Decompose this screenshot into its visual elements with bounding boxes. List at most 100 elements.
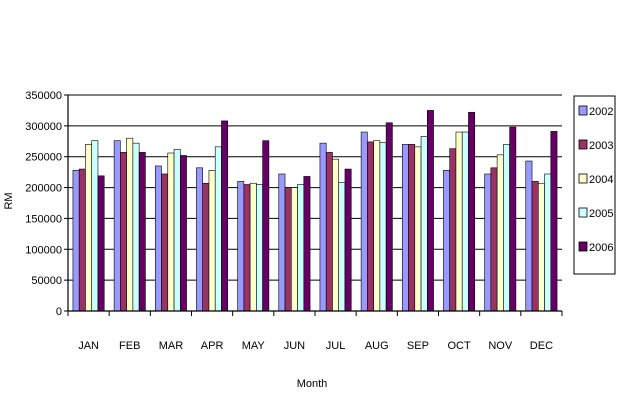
bar-2003-jul xyxy=(325,152,333,312)
bar-2003-nov xyxy=(490,167,498,312)
y-tick-labels: 0 50000 100000 150000 200000 250000 300000 3500… xyxy=(25,90,62,318)
bar-2006-sep xyxy=(426,110,434,312)
bar-2004-sep xyxy=(414,146,422,312)
bar-2004-jan xyxy=(85,144,93,312)
bar-2002-aug xyxy=(360,131,368,312)
x-tick-label: FEB xyxy=(119,340,140,352)
legend-swatch-2006 xyxy=(578,241,588,252)
bar-2004-feb xyxy=(126,137,134,312)
bar-2005-apr xyxy=(214,146,222,312)
bar-2002-dec xyxy=(525,160,533,312)
x-tick-label: SEP xyxy=(407,340,429,352)
bar-2005-feb xyxy=(132,142,140,312)
legend: 2002 2003 2004 2005 2006 xyxy=(573,95,616,275)
bar-2003-mar xyxy=(161,173,169,312)
bar-2003-feb xyxy=(120,152,127,312)
bar-2002-nov xyxy=(484,173,492,312)
legend-swatch-2005 xyxy=(578,207,588,218)
bar-2002-apr xyxy=(196,167,204,312)
legend-label-2003: 2003 xyxy=(589,140,613,152)
legend-label-2006: 2006 xyxy=(589,242,613,254)
bar-2006-aug xyxy=(385,122,393,312)
bar-2004-dec xyxy=(537,182,545,312)
axes xyxy=(64,94,563,316)
bar-2002-may xyxy=(237,181,245,312)
bar-2006-nov xyxy=(509,126,517,312)
y-tick-label: 300000 xyxy=(25,121,62,133)
bar-2005-may xyxy=(256,184,263,312)
y-tick-label: 350000 xyxy=(25,90,62,102)
bar-2006-jun xyxy=(303,176,311,312)
x-tick-label: OCT xyxy=(447,340,471,352)
y-tick-label: 100000 xyxy=(25,244,62,256)
bar-2005-oct xyxy=(461,131,469,312)
bar-2003-apr xyxy=(202,182,210,312)
bar-2003-oct xyxy=(449,148,457,312)
x-tick-labels: JAN FEB MAR APR MAY JUN JUL AUG SEP OCT NOV DEC xyxy=(78,340,553,352)
bar-2006-mar xyxy=(180,155,187,312)
bar-2005-jul xyxy=(338,182,346,312)
bar-2003-may xyxy=(243,184,251,312)
bar-2003-sep xyxy=(408,144,416,312)
bar-2005-jan xyxy=(91,140,99,312)
bars xyxy=(72,110,558,312)
bar-2005-mar xyxy=(173,149,181,312)
bar-2003-jun xyxy=(284,187,292,312)
gridlines xyxy=(68,94,562,281)
bar-2005-sep xyxy=(420,136,428,312)
legend-swatch-2002 xyxy=(578,105,588,116)
bar-2004-oct xyxy=(455,131,463,312)
y-tick-label: 0 xyxy=(56,306,62,318)
y-axis-title: RM xyxy=(3,192,15,209)
bar-2004-mar xyxy=(167,152,175,312)
x-axis-title: Month xyxy=(297,378,328,390)
y-tick-label: 250000 xyxy=(25,152,62,164)
bar-2002-jul xyxy=(319,142,327,312)
legend-label-2005: 2005 xyxy=(589,208,613,220)
legend-label-2004: 2004 xyxy=(589,174,613,186)
bar-2004-nov xyxy=(496,154,504,312)
y-tick-label: 50000 xyxy=(31,275,62,287)
bar-2006-apr xyxy=(221,120,229,312)
x-tick-label: JUN xyxy=(284,340,305,352)
bar-2005-nov xyxy=(503,144,510,312)
bar-2003-aug xyxy=(367,141,374,312)
bar-2002-feb xyxy=(113,140,121,312)
bar-2003-jan xyxy=(78,168,86,312)
bar-2006-dec xyxy=(550,131,558,312)
bar-2006-may xyxy=(262,140,270,312)
bar-2006-oct xyxy=(468,111,476,312)
bar-2002-jun xyxy=(278,173,286,312)
x-tick-label: MAR xyxy=(159,340,184,352)
bar-2002-oct xyxy=(443,169,451,312)
bar-2004-may xyxy=(249,182,257,312)
bar-2005-aug xyxy=(379,142,387,312)
x-tick-label: JUL xyxy=(326,340,346,352)
bar-2006-jul xyxy=(344,168,352,312)
bar-2004-jul xyxy=(332,158,340,312)
bar-2002-mar xyxy=(154,165,162,312)
y-tick-label: 200000 xyxy=(25,183,62,195)
x-tick-label: AUG xyxy=(365,340,389,352)
bar-2004-apr xyxy=(208,169,216,312)
bar-2006-feb xyxy=(138,152,146,312)
bar-2006-jan xyxy=(97,175,105,312)
bar-2004-aug xyxy=(373,140,381,312)
x-tick-label: APR xyxy=(201,340,224,352)
legend-swatch-2003 xyxy=(578,139,588,150)
bar-2003-dec xyxy=(531,181,539,312)
legend-swatch-2004 xyxy=(578,173,588,184)
x-tick-label: NOV xyxy=(488,340,513,352)
bar-2005-dec xyxy=(544,173,552,312)
x-tick-label: MAY xyxy=(242,340,266,352)
bar-2002-jan xyxy=(72,169,80,312)
bar-2002-sep xyxy=(401,144,409,312)
x-tick-label: JAN xyxy=(78,340,99,352)
x-tick-label: DEC xyxy=(530,340,553,352)
y-tick-label: 150000 xyxy=(25,213,62,225)
bar-2004-jun xyxy=(290,187,298,312)
legend-label-2002: 2002 xyxy=(589,106,613,118)
bar-2005-jun xyxy=(297,184,305,312)
